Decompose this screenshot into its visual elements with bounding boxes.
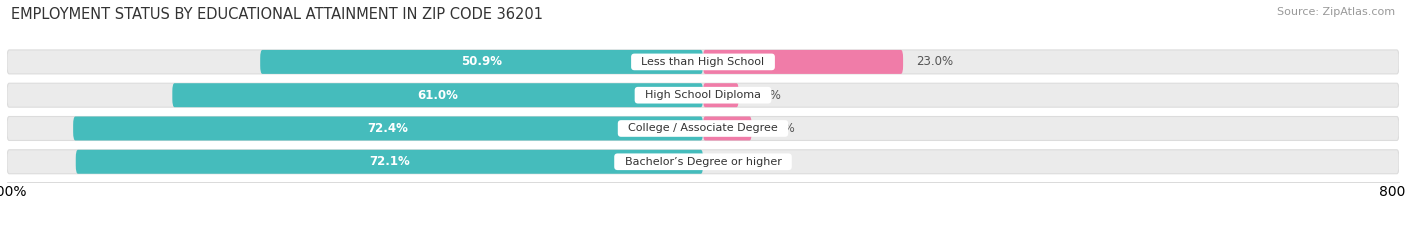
FancyBboxPatch shape xyxy=(703,83,738,107)
FancyBboxPatch shape xyxy=(703,116,752,140)
Text: 23.0%: 23.0% xyxy=(917,55,953,69)
FancyBboxPatch shape xyxy=(173,83,703,107)
Text: Less than High School: Less than High School xyxy=(634,57,772,67)
Text: 0.0%: 0.0% xyxy=(716,155,745,168)
Text: Source: ZipAtlas.com: Source: ZipAtlas.com xyxy=(1277,7,1395,17)
Text: 72.4%: 72.4% xyxy=(367,122,409,135)
Text: College / Associate Degree: College / Associate Degree xyxy=(621,123,785,134)
FancyBboxPatch shape xyxy=(76,150,703,174)
Text: 4.1%: 4.1% xyxy=(752,89,782,102)
FancyBboxPatch shape xyxy=(703,50,903,74)
FancyBboxPatch shape xyxy=(7,83,1399,107)
FancyBboxPatch shape xyxy=(7,116,1399,140)
FancyBboxPatch shape xyxy=(7,50,1399,74)
Text: 72.1%: 72.1% xyxy=(368,155,409,168)
Text: High School Diploma: High School Diploma xyxy=(638,90,768,100)
Text: 61.0%: 61.0% xyxy=(418,89,458,102)
Text: 5.6%: 5.6% xyxy=(765,122,794,135)
Text: 50.9%: 50.9% xyxy=(461,55,502,69)
FancyBboxPatch shape xyxy=(260,50,703,74)
Text: Bachelor’s Degree or higher: Bachelor’s Degree or higher xyxy=(617,157,789,167)
Text: EMPLOYMENT STATUS BY EDUCATIONAL ATTAINMENT IN ZIP CODE 36201: EMPLOYMENT STATUS BY EDUCATIONAL ATTAINM… xyxy=(11,7,543,22)
FancyBboxPatch shape xyxy=(73,116,703,140)
FancyBboxPatch shape xyxy=(7,150,1399,174)
